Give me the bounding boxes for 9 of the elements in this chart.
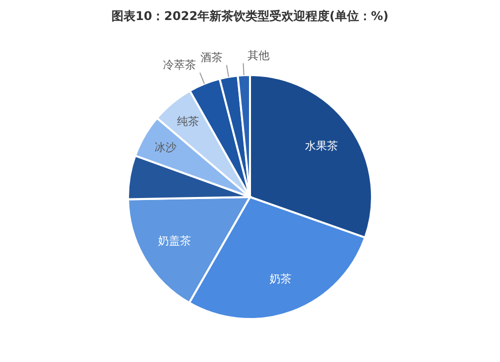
chart-title: 图表10：2022年新茶饮类型受欢迎程度(单位：%)	[111, 9, 389, 23]
slice-label: 其他	[247, 49, 270, 62]
slice-label: 冷萃茶	[162, 58, 196, 72]
slice-label: 奶盖茶	[158, 234, 191, 248]
slice-label: 水果茶	[305, 139, 338, 152]
slice-label: 酒茶	[200, 51, 223, 64]
slice-label: 奶茶	[270, 272, 292, 286]
slice-label: 纯茶	[176, 114, 199, 128]
slice-label: 冰沙	[154, 141, 177, 154]
